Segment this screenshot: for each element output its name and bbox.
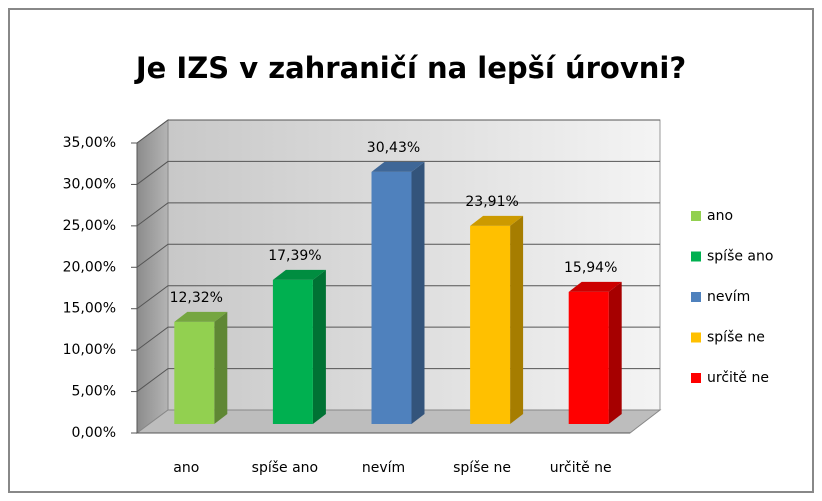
data-label: 17,39% (268, 248, 321, 264)
grid-line (136, 160, 660, 185)
bar-top (174, 311, 228, 322)
bar (174, 321, 215, 424)
bar (371, 171, 412, 424)
bar-top (272, 269, 326, 280)
bar-top (470, 215, 524, 226)
chart-title: Je IZS v zahraničí na lepší úrovni? (134, 51, 686, 85)
legend-swatch (691, 251, 701, 262)
grid-line (136, 119, 660, 144)
grid-line (136, 202, 660, 227)
y-tick-label: 15,00% (63, 301, 116, 317)
legend-label: nevím (707, 289, 750, 305)
side-wall (136, 119, 169, 434)
x-tick-label: spíše ano (252, 460, 318, 476)
bar-side (214, 311, 228, 424)
data-label: 15,94% (564, 260, 617, 276)
y-tick-label: 20,00% (63, 259, 116, 275)
legend-swatch (691, 373, 701, 383)
legend-swatch (691, 292, 701, 302)
bar-side (608, 281, 622, 424)
y-tick-label: 35,00% (63, 135, 116, 151)
y-tick-label: 0,00% (72, 425, 116, 441)
legend-label: určitě ne (707, 370, 769, 386)
y-tick-label: 5,00% (72, 384, 116, 400)
y-tick-label: 30,00% (63, 176, 116, 192)
x-tick-label: určitě ne (550, 460, 612, 476)
data-label: 12,32% (170, 290, 223, 306)
legend-swatch (691, 211, 701, 221)
bar-side (411, 161, 425, 424)
x-tick-label: spíše ne (453, 460, 511, 476)
legend-label: spíše ano (707, 249, 773, 265)
data-label: 30,43% (367, 140, 420, 156)
data-label: 23,91% (465, 194, 518, 210)
x-tick-label: ano (173, 460, 199, 476)
bar-top (371, 161, 425, 172)
y-tick-label: 25,00% (63, 218, 116, 234)
legend-label: spíše ne (707, 330, 765, 346)
y-tick-label: 10,00% (63, 342, 116, 358)
bar (568, 291, 609, 424)
x-tick-label: nevím (362, 460, 405, 476)
bar (470, 225, 511, 424)
bar-side (510, 215, 524, 424)
legend-swatch (691, 332, 701, 343)
legend-label: ano (707, 208, 733, 224)
bar-top (568, 281, 622, 292)
bar (272, 279, 313, 424)
bar-side (312, 269, 326, 424)
